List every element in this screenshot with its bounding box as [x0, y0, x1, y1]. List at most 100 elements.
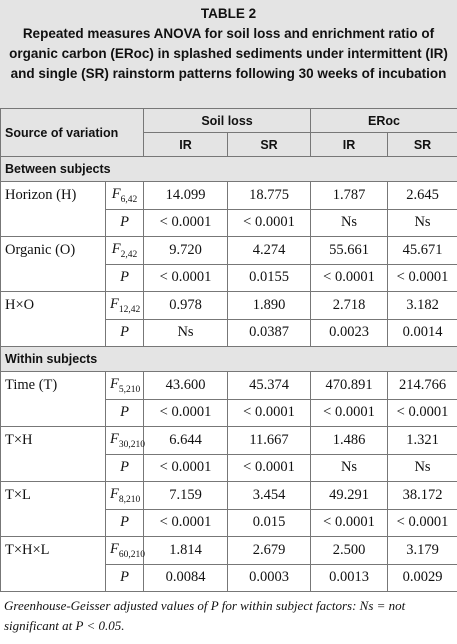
value-cell: < 0.0001 — [143, 263, 229, 292]
data-row: P < 0.0001 < 0.0001 Ns Ns — [0, 453, 457, 482]
value-cell: 0.0387 — [227, 318, 312, 347]
source-label: T×H — [0, 426, 106, 454]
value-cell: < 0.0001 — [143, 453, 229, 482]
source-empty — [0, 264, 106, 292]
stat-cell: F6,42 — [104, 181, 145, 210]
value-cell: 1.787 — [310, 181, 389, 210]
stat-symbol: F — [110, 430, 119, 447]
stat-df: 2,42 — [120, 249, 138, 260]
source-label: H×O — [0, 291, 106, 319]
stat-cell: P — [104, 318, 145, 347]
value-cell: < 0.0001 — [310, 263, 389, 292]
stat-symbol: F — [110, 375, 119, 392]
source-empty — [0, 209, 106, 237]
stat-symbol: P — [120, 459, 129, 476]
source-empty — [0, 564, 106, 592]
stat-df: 12,42 — [118, 304, 141, 315]
stat-cell: P — [104, 263, 145, 292]
source-label: Time (T) — [0, 371, 106, 399]
stat-symbol: F — [111, 240, 121, 257]
value-cell: 38.172 — [387, 481, 457, 510]
stat-cell: F2,42 — [104, 236, 145, 265]
source-label: Organic (O) — [0, 236, 106, 264]
value-cell: < 0.0001 — [387, 508, 457, 537]
value-cell: 1.321 — [387, 426, 457, 455]
header-group: Soil loss — [143, 108, 312, 133]
data-row: P 0.0084 0.0003 0.0013 0.0029 — [0, 563, 457, 592]
header-sub: IR — [143, 132, 229, 157]
value-cell: 0.0013 — [310, 563, 389, 592]
header-row: Source of variation Soil loss ERoc — [0, 108, 457, 157]
source-empty — [0, 454, 106, 482]
value-cell: 2.679 — [227, 536, 312, 565]
stat-symbol: P — [120, 404, 129, 421]
stat-symbol: F — [111, 185, 121, 202]
value-cell: 3.454 — [227, 481, 312, 510]
value-cell: 0.978 — [143, 291, 229, 320]
value-cell: 1.814 — [143, 536, 229, 565]
value-cell: < 0.0001 — [143, 208, 229, 237]
data-row: Organic (O) F2,42 9.720 4.274 55.661 45.671 — [0, 236, 457, 265]
data-row: T×L F8,210 7.159 3.454 49.291 38.172 — [0, 481, 457, 510]
stat-cell: P — [104, 453, 145, 482]
stat-cell: F12,42 — [104, 291, 145, 320]
value-cell: Ns — [387, 453, 457, 482]
value-cell: Ns — [387, 208, 457, 237]
stat-symbol: F — [110, 540, 119, 557]
value-cell: 55.661 — [310, 236, 389, 265]
source-label: T×H×L — [0, 536, 106, 564]
value-cell: < 0.0001 — [227, 398, 312, 427]
value-cell: 45.671 — [387, 236, 457, 265]
section-row: Within subjects — [0, 346, 457, 372]
stat-df: 6,42 — [120, 194, 138, 205]
value-cell: < 0.0001 — [227, 453, 312, 482]
data-row: Horizon (H) F6,42 14.099 18.775 1.787 2.645 — [0, 181, 457, 210]
header-source: Source of variation — [0, 108, 145, 157]
value-cell: 2.645 — [387, 181, 457, 210]
value-cell: 0.015 — [227, 508, 312, 537]
value-cell: < 0.0001 — [387, 398, 457, 427]
value-cell: 14.099 — [143, 181, 229, 210]
value-cell: 7.159 — [143, 481, 229, 510]
data-row: H×O F12,42 0.978 1.890 2.718 3.182 — [0, 291, 457, 320]
stat-df: 5,210 — [118, 384, 141, 395]
stat-symbol: P — [120, 269, 129, 286]
stat-symbol: P — [120, 514, 129, 531]
value-cell: < 0.0001 — [310, 508, 389, 537]
data-row: Time (T) F5,210 43.600 45.374 470.891 214.766 — [0, 371, 457, 400]
value-cell: < 0.0001 — [143, 398, 229, 427]
value-cell: 45.374 — [227, 371, 312, 400]
table-title: TABLE 2 — [200, 6, 257, 21]
value-cell: 214.766 — [387, 371, 457, 400]
header-sub: SR — [227, 132, 312, 157]
value-cell: Ns — [310, 208, 389, 237]
data-row: T×H F30,210 6.644 11.667 1.486 1.321 — [0, 426, 457, 455]
data-row: P < 0.0001 0.0155 < 0.0001 < 0.0001 — [0, 263, 457, 292]
section-label: Within subjects — [0, 346, 457, 372]
source-label: T×L — [0, 481, 106, 509]
value-cell: 4.274 — [227, 236, 312, 265]
stat-symbol: P — [120, 324, 129, 341]
footnote: Greenhouse-Geisser adjusted values of P … — [4, 598, 406, 633]
data-row: P Ns 0.0387 0.0023 0.0014 — [0, 318, 457, 347]
value-cell: 2.718 — [310, 291, 389, 320]
value-cell: 0.0029 — [387, 563, 457, 592]
value-cell: 9.720 — [143, 236, 229, 265]
value-cell: < 0.0001 — [143, 508, 229, 537]
value-cell: Ns — [143, 318, 229, 347]
header-row: IR SR IR SR — [1, 132, 457, 157]
source-label: Horizon (H) — [0, 181, 106, 209]
value-cell: 1.890 — [227, 291, 312, 320]
value-cell: < 0.0001 — [387, 263, 457, 292]
section-label: Between subjects — [0, 156, 457, 182]
stat-symbol: P — [120, 214, 129, 231]
value-cell: 3.182 — [387, 291, 457, 320]
value-cell: 0.0155 — [227, 263, 312, 292]
data-row: T×H×L F60,210 1.814 2.679 2.500 3.179 — [0, 536, 457, 565]
value-cell: 0.0023 — [310, 318, 389, 347]
stat-cell: F8,210 — [104, 481, 145, 510]
header-sub: SR — [387, 132, 457, 157]
title-block: TABLE 2 Repeated measures ANOVA for soil… — [0, 0, 457, 108]
stat-cell: P — [104, 508, 145, 537]
